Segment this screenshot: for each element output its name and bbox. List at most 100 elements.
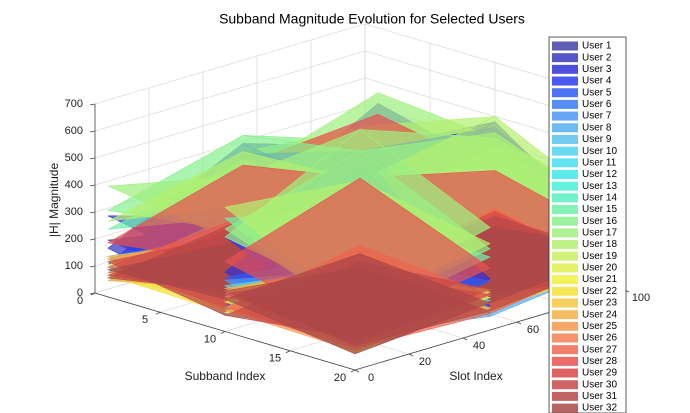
legend-swatch [552,111,578,121]
legend-label: User 27 [582,344,617,355]
y-tick [516,321,522,325]
legend-label: User 8 [582,122,612,133]
x-tick-label: 15 [269,353,281,365]
z-tick [89,238,96,241]
x-axis-label: Subband Index [185,369,266,383]
x-tick-label: 20 [334,372,346,384]
legend-label: User 22 [582,286,617,297]
legend-swatch [552,251,578,261]
legend-label: User 21 [582,274,617,285]
legend-swatch [552,263,578,273]
z-tick-label: 0 [77,287,83,299]
legend-swatch [552,275,578,285]
chart-title: Subband Magnitude Evolution for Selected… [219,11,525,27]
z-tick [89,211,96,214]
legend-label: User 1 [582,41,612,52]
legend-label: User 6 [582,99,612,110]
legend-swatch [552,380,578,390]
z-tick [89,184,96,187]
z-tick-label: 300 [65,206,83,218]
legend-swatch [552,310,578,320]
legend-swatch [552,169,578,179]
legend-label: User 20 [582,263,617,274]
legend-label: User 30 [582,379,617,390]
legend-swatch [552,298,578,308]
legend-swatch [552,286,578,296]
legend-swatch [552,333,578,343]
legend-label: User 15 [582,204,617,215]
legend-swatch [552,158,578,168]
legend-label: User 29 [582,368,617,379]
y-axis-label: Slot Index [449,369,502,383]
x-tick [90,292,96,296]
legend-label: User 23 [582,298,617,309]
z-tick-label: 400 [65,179,83,191]
legend-swatch [552,64,578,74]
x-tick [220,331,226,334]
z-axis-label: |H| Magnitude [47,163,61,238]
y-tick-label: 100 [632,292,650,304]
y-tick [354,369,360,373]
legend-swatch [552,53,578,63]
z-tick-label: 500 [65,152,83,164]
legend-label: User 9 [582,134,612,145]
legend-swatch [552,193,578,203]
legend-label: User 28 [582,356,617,367]
legend-swatch [552,205,578,215]
legend-swatch [552,356,578,366]
legend-swatch [552,368,578,378]
legend-swatch [552,321,578,331]
x-tick [155,311,161,315]
legend-swatch [552,123,578,133]
z-tick-label: 100 [65,260,83,272]
legend-swatch [552,403,578,413]
y-tick [462,337,468,341]
y-tick-label: 40 [473,340,485,352]
legend-swatch [552,88,578,98]
legend-swatch [552,99,578,109]
legend-swatch [552,181,578,191]
z-tick-label: 600 [65,125,83,137]
legend-label: User 14 [582,192,617,203]
legend-label: User 5 [582,87,612,98]
legend-swatch [552,391,578,401]
z-tick-label: 700 [65,98,83,110]
z-tick [89,130,96,133]
x-tick-label: 5 [142,314,148,326]
legend-swatch [552,228,578,238]
y-tick [408,353,414,357]
legend-swatch [552,134,578,144]
legend-label: User 32 [582,403,617,413]
legend-label: User 17 [582,228,617,239]
legend-label: User 19 [582,251,617,262]
legend-label: User 24 [582,309,617,320]
legend-swatch [552,345,578,355]
legend-label: User 31 [582,391,617,402]
z-tick [89,157,96,160]
z-tick [89,103,96,106]
legend-label: User 11 [582,157,617,168]
legend-label: User 3 [582,64,612,75]
surface-patch [224,253,491,355]
legend-swatch [552,41,578,51]
legend-label: User 26 [582,333,617,344]
legend-label: User 2 [582,52,612,63]
legend-label: User 25 [582,321,617,332]
legend-label: User 13 [582,181,617,192]
y-tick-label: 20 [419,356,431,368]
legend-label: User 4 [582,76,612,87]
x-tick [350,369,356,373]
legend-swatch [552,240,578,250]
x-tick-label: 0 [77,295,83,307]
legend-label: User 12 [582,169,617,180]
z-tick-label: 200 [65,233,83,245]
z-tick [89,265,96,268]
legend-swatch [552,146,578,156]
legend-label: User 16 [582,216,617,227]
x-tick [285,350,291,354]
x-tick-label: 10 [204,333,216,345]
y-tick-label: 60 [527,324,539,336]
legend-label: User 18 [582,239,617,250]
legend-label: User 7 [582,111,612,122]
